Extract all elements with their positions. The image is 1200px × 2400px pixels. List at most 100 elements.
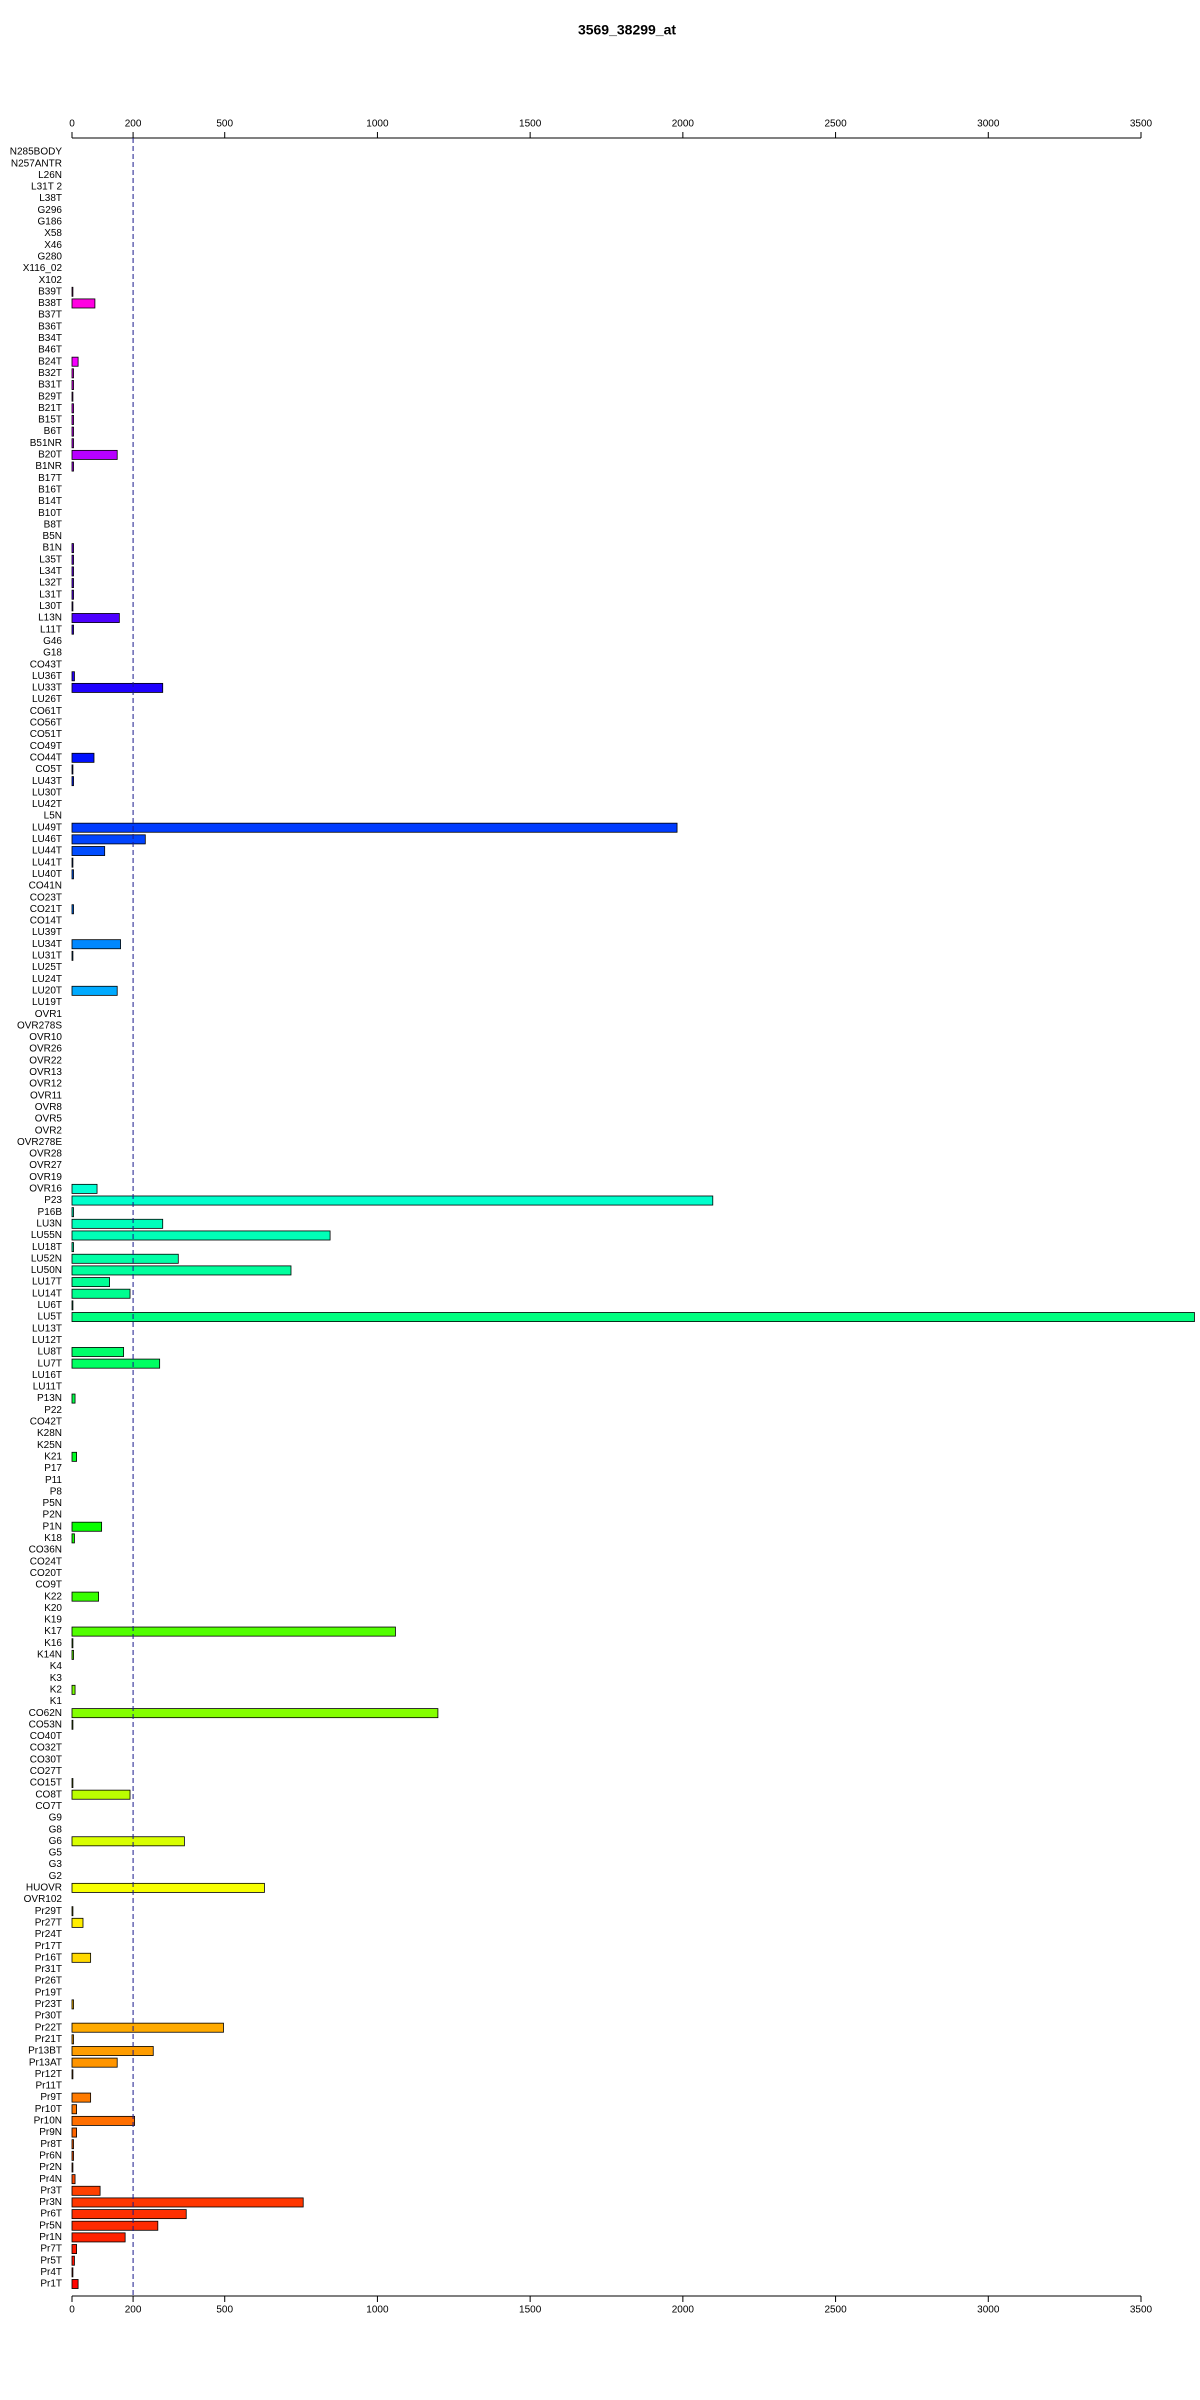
y-tick-label: B21T	[38, 403, 62, 414]
y-tick-label: Pr13BT	[28, 2046, 62, 2057]
y-tick-label: CO42T	[30, 1417, 62, 1428]
y-tick-label: Pr1N	[39, 2232, 62, 2243]
bar	[71, 846, 106, 856]
y-tick-label: Pr3T	[40, 2185, 62, 2196]
y-tick-label: Pr30T	[35, 2011, 62, 2022]
bar	[71, 869, 74, 880]
bar	[71, 2115, 136, 2126]
bar	[71, 415, 74, 425]
y-tick-label: Pr12T	[35, 2069, 62, 2080]
bar	[71, 2034, 74, 2045]
bar	[71, 368, 74, 379]
y-tick-label: Pr2N	[39, 2162, 62, 2173]
bar	[71, 2150, 74, 2161]
y-tick-label: B5N	[43, 531, 62, 542]
y-tick-label: N257ANTR	[11, 158, 62, 169]
y-tick-label: LU25T	[32, 962, 62, 973]
y-tick-label: Pr8T	[40, 2139, 62, 2150]
y-tick-label: L11T	[40, 624, 62, 635]
bar	[71, 1789, 131, 1800]
y-tick-label: CO15T	[30, 1778, 62, 1789]
y-tick-label: LU34T	[32, 939, 62, 950]
y-tick-label: K3	[50, 1673, 63, 1684]
bar	[71, 578, 74, 589]
bar	[71, 1265, 292, 1276]
bar	[71, 1393, 76, 1404]
y-tick-label: LU49T	[32, 822, 62, 833]
y-tick-label: LU11T	[33, 1382, 62, 1393]
bar	[71, 1207, 74, 1218]
y-tick-label: CO24T	[30, 1556, 62, 1567]
y-tick-label: CO23T	[30, 892, 62, 903]
bar	[71, 1638, 74, 1649]
bar	[71, 1288, 131, 1299]
y-tick-label: P16B	[38, 1207, 63, 1218]
y-tick-label: CO41N	[29, 881, 62, 892]
bar	[71, 2267, 74, 2278]
y-tick-label: CO20T	[30, 1568, 62, 1579]
y-tick-label: LU18T	[32, 1242, 62, 1253]
y-tick-label: LU36T	[32, 671, 62, 682]
bar	[71, 1347, 125, 1357]
y-tick-label: K20	[44, 1603, 62, 1614]
y-tick-label: Pr10N	[34, 2116, 62, 2127]
bar	[71, 403, 74, 414]
y-tick-label: OVR8	[35, 1102, 63, 1113]
y-tick-label: B15T	[38, 415, 62, 426]
y-tick-label: Pr13AT	[29, 2057, 62, 2068]
y-tick-label: G2	[49, 1871, 63, 1882]
y-tick-label: CO56T	[30, 718, 62, 729]
x-tick-label: 1500	[519, 2305, 542, 2316]
y-tick-label: L31T	[39, 589, 62, 600]
y-tick-label: LU14T	[32, 1288, 62, 1299]
bar	[71, 2139, 74, 2150]
y-tick-label: Pr11T	[36, 2081, 63, 2092]
bar	[71, 554, 74, 565]
bar	[71, 566, 74, 577]
y-tick-label: L30T	[39, 601, 62, 612]
y-tick-label: P13N	[37, 1393, 62, 1404]
y-tick-label: B37T	[38, 310, 62, 321]
y-tick-label: G280	[38, 251, 63, 262]
bar	[71, 601, 74, 612]
y-tick-label: Pr27T	[35, 1917, 62, 1928]
y-tick-label: CO43T	[30, 659, 62, 670]
y-tick-label: Pr16T	[35, 1952, 62, 1963]
bar	[71, 857, 74, 868]
bar	[71, 1253, 179, 1264]
y-tick-label: Pr4N	[39, 2174, 62, 2185]
y-tick-label: Pr1T	[40, 2279, 62, 2290]
y-tick-label: G296	[38, 205, 63, 216]
y-tick-label: CO40T	[30, 1731, 62, 1742]
bar	[71, 682, 164, 693]
bar	[71, 426, 74, 437]
y-tick-label: B6T	[44, 426, 62, 437]
y-tick-label: CO61T	[30, 706, 62, 717]
y-tick-label: LU52N	[31, 1253, 62, 1264]
y-tick-label: G5	[49, 1848, 63, 1859]
bar	[71, 1626, 396, 1637]
y-tick-label: LU31T	[32, 951, 62, 962]
bar	[71, 1906, 74, 1917]
y-tick-label: B29T	[38, 391, 62, 402]
bar	[71, 1277, 110, 1288]
y-tick-label: L26N	[38, 170, 62, 181]
bar	[71, 1218, 164, 1229]
bar	[71, 1533, 75, 1544]
y-tick-label: B17T	[38, 473, 62, 484]
x-tick-label: 3000	[977, 119, 1000, 130]
x-tick-label: 0	[69, 2305, 75, 2316]
bar	[71, 2092, 92, 2103]
x-tick-label: 500	[216, 2305, 233, 2316]
x-tick-label: 2000	[672, 2305, 695, 2316]
y-tick-label: LU50N	[31, 1265, 62, 1276]
bar	[71, 2057, 118, 2068]
bar	[71, 543, 74, 554]
y-tick-label: B46T	[38, 345, 62, 356]
y-tick-label: P17	[44, 1463, 62, 1474]
bar	[71, 752, 95, 763]
y-tick-label: LU30T	[32, 787, 62, 798]
y-tick-label: LU26T	[32, 694, 62, 705]
y-tick-label: CO21T	[30, 904, 62, 915]
